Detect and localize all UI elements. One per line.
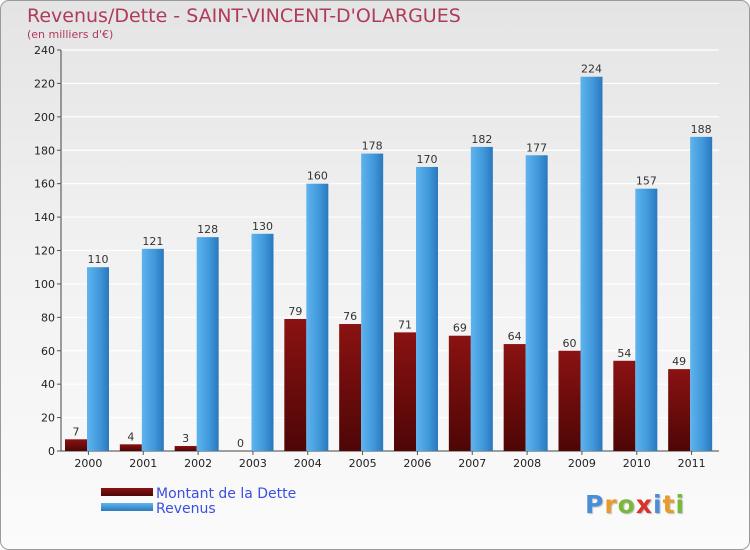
brand-letter: o [617,490,636,519]
bar-revenus-label: 121 [142,235,163,248]
y-tick-label: 200 [34,111,55,124]
bar-debt [613,360,636,451]
bar-debt-label: 7 [73,425,80,438]
bar-debt [558,350,581,451]
bar-debt-label: 49 [672,355,686,368]
chart-title: Revenus/Dette - SAINT-VINCENT-D'OLARGUES [27,5,461,27]
bar-revenus-label: 178 [362,140,383,153]
x-tick-label: 2002 [184,457,212,470]
y-tick-label: 40 [41,378,55,391]
y-tick-label: 120 [34,245,55,258]
bar-debt [284,319,307,451]
y-tick-label: 80 [41,311,55,324]
brand-letter: i [653,490,663,519]
legend-item-revenus: Revenus [101,502,296,517]
labels: 0204060801001201401601802002202407110200… [34,44,712,470]
brand-letter: i [675,490,686,519]
y-tick-label: 220 [34,77,55,90]
legend-swatch-revenus [101,503,153,511]
bar-revenus-label: 188 [691,123,712,136]
bar-revenus-label: 110 [88,253,109,266]
bar-debt-label: 4 [127,430,134,443]
x-tick-label: 2000 [74,457,102,470]
bar-revenus [196,237,219,451]
y-tick-label: 100 [34,278,55,291]
bar-debt [65,439,87,451]
brand-letter: P [585,490,605,519]
bar-debt [394,332,416,451]
x-tick-label: 2003 [239,457,267,470]
bar-debt-label: 79 [288,305,302,318]
x-tick-label: 2010 [623,457,651,470]
bar-revenus [525,155,548,451]
bar-debt [448,335,471,451]
bar-debt-label: 60 [563,337,577,350]
bar-revenus [690,136,713,451]
bar-revenus [141,248,164,451]
bar-revenus [580,76,603,451]
bar-revenus-label: 177 [526,141,547,154]
y-tick-label: 60 [41,345,55,358]
y-tick-label: 160 [34,178,55,191]
x-tick-label: 2004 [294,457,322,470]
legend-label-revenus: Revenus [156,501,216,517]
bar-revenus-label: 224 [581,63,602,76]
bar-revenus-label: 128 [197,223,218,236]
bar-debt-label: 54 [617,347,631,360]
bar-revenus [306,183,329,451]
bar-revenus [251,233,274,451]
brand-letter: x [635,490,653,519]
bar-debt [668,369,691,451]
bar-revenus-label: 130 [252,220,273,233]
bar-revenus [635,188,658,451]
bar-debt-label: 3 [182,432,189,445]
bar-debt-label: 69 [453,322,467,335]
x-tick-label: 2001 [129,457,157,470]
y-tick-label: 20 [41,412,55,425]
legend: Montant de la Dette Revenus [101,487,296,517]
x-tick-label: 2007 [458,457,486,470]
bar-revenus-label: 182 [471,133,492,146]
y-tick-label: 140 [34,211,55,224]
bar-debt [339,324,362,451]
y-tick-label: 180 [34,144,55,157]
legend-swatch-debt [101,488,153,496]
brand-letter: r [604,490,618,519]
bar-debt [174,445,197,451]
bar-revenus [361,153,384,451]
x-tick-label: 2006 [403,457,431,470]
x-tick-label: 2011 [678,457,706,470]
bar-revenus-label: 157 [636,175,657,188]
bar-revenus [470,146,493,452]
x-tick-label: 2008 [513,457,541,470]
bar-revenus-label: 160 [307,170,328,183]
bar-revenus [416,166,438,452]
bar-revenus [87,267,109,451]
brand-letter: t [662,490,676,519]
y-tick-label: 240 [34,44,55,57]
bar-debt-label: 76 [343,310,357,323]
bar-revenus-label: 170 [417,153,438,166]
bar-debt-label: 71 [398,318,412,331]
bar-debt [119,444,142,451]
x-tick-label: 2005 [349,457,377,470]
grid-lines [57,49,719,455]
bar-debt-label: 0 [237,437,244,450]
bars [65,76,713,452]
y-tick-label: 0 [48,445,55,458]
chart-subtitle: (en milliers d'€) [27,28,114,41]
x-tick-label: 2009 [568,457,596,470]
legend-label-debt: Montant de la Dette [156,486,297,502]
legend-item-debt: Montant de la Dette [101,487,296,502]
bar-debt-label: 64 [508,330,522,343]
bar-debt [503,344,526,451]
brand-logo: Proxiti [585,490,685,519]
